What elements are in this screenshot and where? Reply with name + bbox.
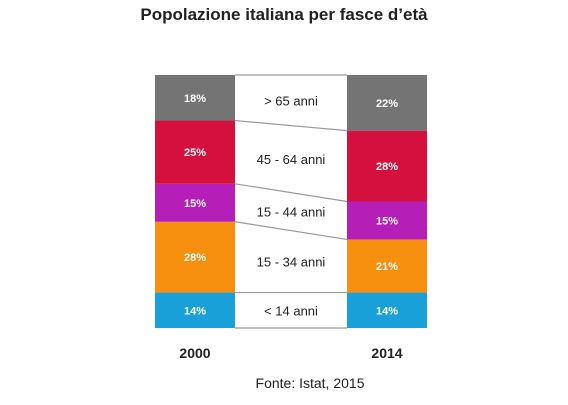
category-labels: 2000 2014 bbox=[179, 345, 402, 361]
bars bbox=[155, 75, 427, 328]
series-label-45-64-anni: 45 - 64 anni bbox=[257, 152, 326, 167]
bar-segment-2000-45-64-anni bbox=[155, 120, 235, 184]
series-label-15-44-anni: 15 - 44 anni bbox=[257, 205, 326, 220]
value-label-2000-15-44-anni: 15% bbox=[184, 198, 206, 210]
bar-segment-2000-15-44-anni bbox=[155, 183, 235, 222]
category-label-2014: 2014 bbox=[371, 345, 402, 361]
value-label-2000-14-anni: 14% bbox=[184, 305, 206, 317]
connector-lines bbox=[234, 74, 348, 329]
value-label-2014-45-64-anni: 28% bbox=[376, 161, 398, 173]
chart-title: Popolazione italiana per fasce d’età bbox=[140, 5, 428, 24]
series-label-65-anni: > 65 anni bbox=[264, 93, 318, 108]
bar-segment-2014-14-anni bbox=[347, 292, 427, 328]
value-labels: 14% 14% 28% 21% 15% 15% 25% 28% 18% 22% bbox=[184, 93, 398, 318]
bar-segment-2000-14-anni bbox=[155, 292, 235, 328]
category-label-2000: 2000 bbox=[179, 345, 210, 361]
series-label-14-anni: < 14 anni bbox=[264, 303, 318, 318]
series-labels: < 14 anni 15 - 34 anni 15 - 44 anni 45 - 64… bbox=[257, 93, 326, 318]
chart-source: Fonte: Istat, 2015 bbox=[256, 375, 365, 391]
value-label-2000-45-64-anni: 25% bbox=[184, 147, 206, 159]
connector-line bbox=[234, 119, 348, 132]
series-label-15-34-anni: 15 - 34 anni bbox=[257, 255, 326, 270]
bar-segment-2014-45-64-anni bbox=[347, 130, 427, 202]
bar-segment-2014-15-44-anni bbox=[347, 201, 427, 240]
bar-segment-2000-65-anni bbox=[155, 75, 235, 121]
value-label-2014-15-44-anni: 15% bbox=[376, 215, 398, 227]
bar-segment-2014-15-34-anni bbox=[347, 239, 427, 293]
connector-line bbox=[234, 183, 348, 203]
value-label-2014-65-anni: 22% bbox=[376, 98, 398, 110]
value-label-2014-15-34-anni: 21% bbox=[376, 261, 398, 273]
value-label-2000-65-anni: 18% bbox=[184, 93, 206, 105]
value-label-2014-14-anni: 14% bbox=[376, 305, 398, 317]
bar-segment-2000-15-34-anni bbox=[155, 221, 235, 293]
bar-segment-2014-65-anni bbox=[347, 75, 427, 131]
connector-line bbox=[234, 221, 348, 241]
value-label-2000-15-34-anni: 28% bbox=[184, 252, 206, 264]
